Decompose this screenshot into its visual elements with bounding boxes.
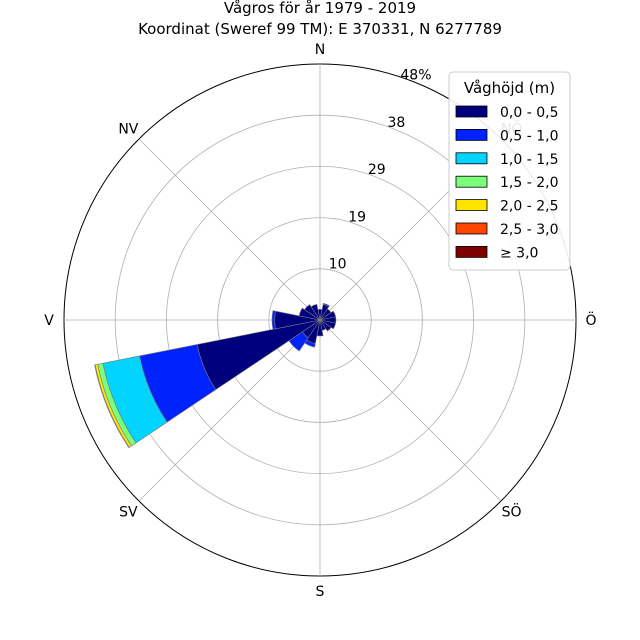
sector-segment (304, 304, 321, 321)
sector-segment (319, 319, 332, 332)
direction-label: SÖ (502, 503, 522, 521)
sector-segment (322, 302, 330, 308)
legend-swatch (455, 128, 488, 141)
sector-segment (94, 364, 130, 449)
legend-label: 0,0 - 0,5 (500, 105, 558, 121)
legend-swatch (455, 152, 488, 165)
grid-spoke (138, 319, 321, 502)
legend-label: ≥ 3,0 (500, 245, 538, 261)
sectors-group (94, 302, 337, 449)
direction-label: V (44, 313, 54, 329)
ring-label: 38 (387, 115, 405, 131)
sector-segment (319, 319, 337, 330)
ring-label: 19 (348, 209, 366, 225)
legend-label: 2,5 - 3,0 (500, 222, 558, 238)
legend-box (448, 71, 571, 271)
chart-title: Vågros för år 1979 - 2019 (224, 0, 416, 17)
legend-swatch (455, 222, 488, 235)
sector-segment (298, 307, 321, 321)
sector-segment (271, 310, 276, 330)
legend-label: 1,0 - 1,5 (500, 152, 558, 168)
chart-subtitle: Koordinat (Sweref 99 TM): E 370331, N 62… (138, 20, 502, 38)
ring-label: 10 (329, 257, 347, 273)
grid-spoke (138, 138, 321, 321)
direction-label: N (315, 42, 325, 58)
legend-swatch (455, 245, 488, 258)
direction-label: S (316, 584, 325, 600)
polar-grid (63, 63, 577, 577)
legend-swatch (455, 175, 488, 188)
legend-label: 2,0 - 2,5 (500, 199, 558, 215)
ring-label: 29 (368, 162, 386, 178)
grid-spoke (319, 319, 502, 502)
legend: Våghöjd (m) 0,0 - 0,5 0,5 - 1,0 1,0 - 1,5 1,… (448, 71, 571, 271)
direction-label: Ö (585, 311, 596, 329)
legend-title: Våghöjd (m) (464, 79, 555, 97)
legend-label: 0,5 - 1,0 (500, 128, 558, 144)
direction-label: NV (118, 121, 138, 137)
sector-segment (196, 319, 321, 391)
ring-label: 48% (400, 67, 431, 83)
direction-label: SV (119, 505, 138, 521)
legend-swatch (455, 199, 488, 212)
legend-label: 1,5 - 2,0 (500, 175, 558, 191)
legend-swatch (455, 105, 488, 118)
sector-segment (310, 303, 321, 321)
